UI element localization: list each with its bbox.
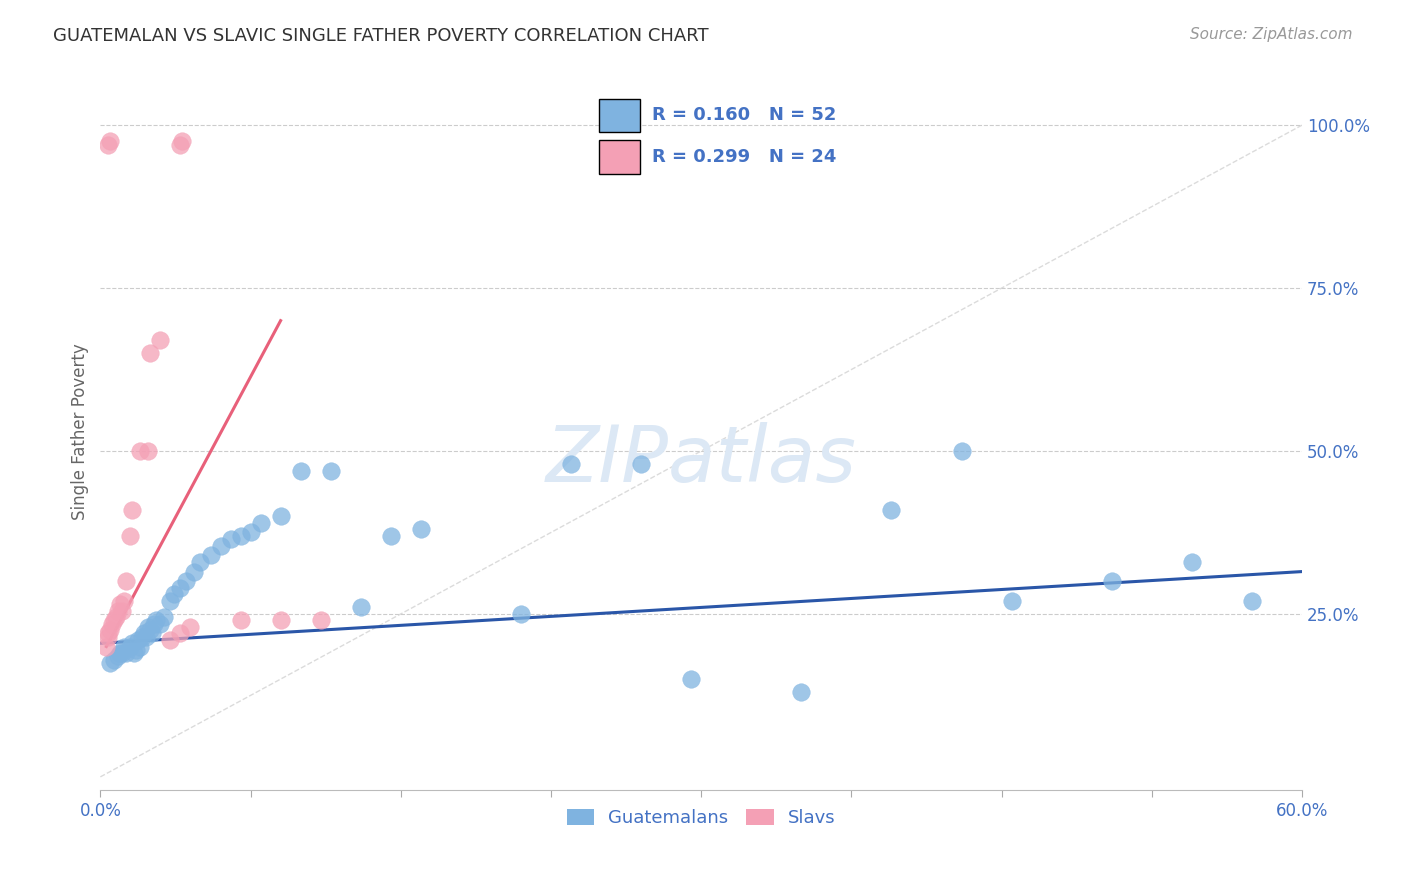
Point <box>138 620 160 634</box>
Point <box>134 626 156 640</box>
Point <box>1240 594 1263 608</box>
Point <box>110 646 132 660</box>
Point <box>125 642 148 657</box>
Point <box>249 516 271 530</box>
Point <box>309 614 332 628</box>
Point <box>270 614 292 628</box>
Point <box>103 652 125 666</box>
Y-axis label: Single Father Poverty: Single Father Poverty <box>72 343 89 520</box>
Point <box>97 630 120 644</box>
Point <box>1181 555 1204 569</box>
Point <box>121 502 143 516</box>
Point <box>98 135 121 149</box>
Point <box>1101 574 1123 589</box>
Point <box>209 539 232 553</box>
Point <box>149 333 172 347</box>
Point <box>101 616 124 631</box>
Point <box>121 636 143 650</box>
Point <box>169 626 191 640</box>
Point <box>219 532 242 546</box>
Point <box>103 614 125 628</box>
Point <box>139 346 162 360</box>
Point <box>409 522 432 536</box>
Point <box>97 137 120 152</box>
Legend: Guatemalans, Slavs: Guatemalans, Slavs <box>560 802 842 835</box>
Point <box>200 549 222 563</box>
Point <box>115 574 138 589</box>
Point <box>127 633 149 648</box>
Point <box>129 640 152 654</box>
Point <box>880 502 903 516</box>
Point <box>98 624 121 638</box>
Point <box>229 614 252 628</box>
Point <box>143 616 166 631</box>
Point <box>96 640 118 654</box>
Point <box>97 626 120 640</box>
Point <box>129 444 152 458</box>
Point <box>169 581 191 595</box>
Point <box>107 604 129 618</box>
Point <box>120 640 142 654</box>
Point <box>239 525 262 540</box>
Point <box>141 626 163 640</box>
Point <box>176 574 198 589</box>
Point <box>120 529 142 543</box>
Point <box>630 457 652 471</box>
Point <box>510 607 533 621</box>
Point <box>560 457 582 471</box>
Text: Source: ZipAtlas.com: Source: ZipAtlas.com <box>1189 27 1353 42</box>
Point <box>163 587 186 601</box>
Point <box>380 529 402 543</box>
Point <box>159 594 181 608</box>
Point <box>169 137 191 152</box>
Point <box>105 610 128 624</box>
Point <box>131 630 153 644</box>
Point <box>107 649 129 664</box>
Point <box>950 444 973 458</box>
Point <box>139 624 162 638</box>
Point <box>124 646 146 660</box>
Point <box>790 685 813 699</box>
Point <box>172 135 194 149</box>
Point <box>115 646 138 660</box>
Point <box>159 633 181 648</box>
Point <box>98 656 121 670</box>
Point <box>153 610 176 624</box>
Point <box>190 555 212 569</box>
Point <box>290 464 312 478</box>
Point <box>183 565 205 579</box>
Point <box>270 509 292 524</box>
Point <box>149 616 172 631</box>
Point <box>681 672 703 686</box>
Point <box>110 597 132 611</box>
Point <box>350 600 373 615</box>
Point <box>179 620 201 634</box>
Point <box>111 646 134 660</box>
Text: ZIPatlas: ZIPatlas <box>546 422 856 498</box>
Point <box>138 444 160 458</box>
Point <box>145 614 167 628</box>
Point <box>112 640 135 654</box>
Point <box>319 464 342 478</box>
Text: GUATEMALAN VS SLAVIC SINGLE FATHER POVERTY CORRELATION CHART: GUATEMALAN VS SLAVIC SINGLE FATHER POVER… <box>53 27 709 45</box>
Point <box>135 630 157 644</box>
Point <box>1001 594 1024 608</box>
Point <box>229 529 252 543</box>
Point <box>111 604 134 618</box>
Point <box>112 594 135 608</box>
